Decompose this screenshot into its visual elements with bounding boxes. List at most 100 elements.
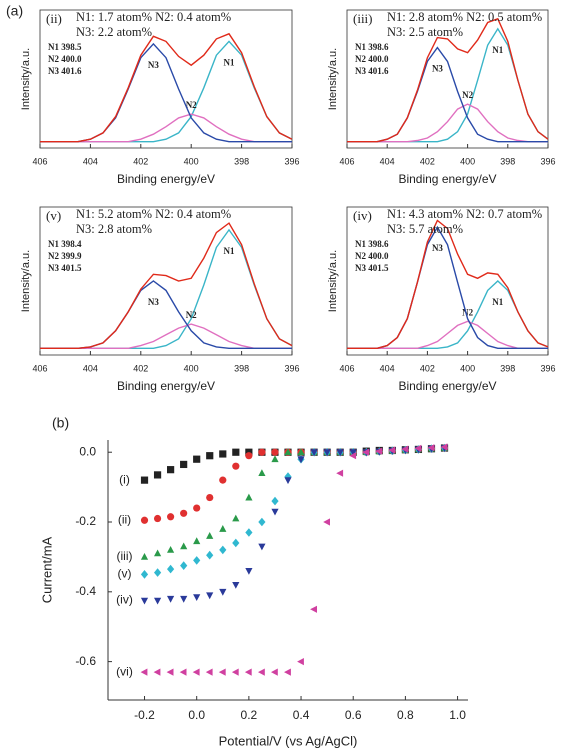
annotation: N3: 5.7 atom% (387, 222, 463, 236)
data-point (167, 513, 175, 521)
x-tick-label: -0.2 (134, 708, 155, 722)
peak-label: N1 (224, 246, 235, 256)
x-tick-label: 398 (234, 156, 249, 166)
data-point (167, 466, 175, 474)
data-point (206, 452, 214, 460)
data-point (193, 455, 201, 463)
annotation: N1: 2.8 atom% N2: 0.5 atom% (387, 10, 542, 24)
data-point (427, 444, 435, 452)
curve (347, 17, 549, 143)
data-point (193, 537, 201, 545)
x-tick-label: 402 (133, 363, 148, 373)
y-tick-label: -0.2 (75, 514, 96, 528)
x-tick-label: 404 (380, 156, 395, 166)
data-point (388, 446, 396, 454)
annotation: N1: 4.3 atom% N2: 0.7 atom% (387, 207, 542, 221)
x-tick-label: 404 (83, 156, 98, 166)
peak-position: N1 398.6 (355, 42, 389, 52)
data-point (362, 448, 370, 456)
data-point (206, 550, 214, 560)
curve (347, 219, 549, 349)
series-label: (iii) (117, 549, 133, 563)
peak-position: N1 398.5 (48, 42, 82, 52)
peak-label: N2 (462, 90, 473, 100)
curve (40, 323, 292, 349)
data-point (323, 449, 331, 457)
data-point (284, 477, 292, 485)
figure-label: (a) (6, 3, 23, 19)
data-point (284, 668, 291, 676)
data-point (206, 592, 214, 600)
data-point (349, 452, 357, 460)
data-point (258, 543, 266, 551)
data-point (245, 493, 253, 501)
y-axis-label: Intensity/a.u. (20, 48, 32, 110)
peak-position: N1 398.6 (355, 239, 389, 249)
data-point (153, 668, 161, 676)
data-point (219, 450, 227, 458)
data-point (284, 472, 292, 481)
peak-label: N1 (492, 297, 503, 307)
data-point (244, 668, 252, 676)
data-point (232, 582, 240, 589)
x-tick-label: 402 (133, 156, 148, 166)
data-point (219, 588, 227, 596)
data-point (245, 452, 253, 460)
annotation: N3: 2.5 atom% (387, 25, 463, 39)
peak-label: N3 (432, 64, 443, 74)
data-point (271, 448, 279, 456)
panel-label: (iii) (353, 11, 373, 26)
curve (347, 280, 549, 349)
data-point (206, 493, 214, 502)
curve (40, 222, 293, 349)
data-point (140, 597, 149, 605)
annotation: N3: 2.2 atom% (76, 25, 152, 39)
peak-label: N3 (148, 297, 159, 307)
data-point (140, 476, 149, 484)
plot-frame (39, 9, 293, 149)
peak-position: N3 401.6 (48, 66, 82, 76)
data-point (180, 460, 188, 469)
x-axis-label: Binding energy/eV (398, 379, 496, 393)
data-point (219, 476, 227, 484)
data-point (180, 542, 188, 550)
x-tick-label: 396 (540, 363, 555, 373)
x-tick-label: 400 (184, 156, 199, 166)
data-point (153, 471, 162, 479)
data-point (140, 553, 149, 560)
data-point (271, 455, 279, 463)
data-point (140, 516, 149, 524)
data-point (219, 545, 227, 555)
data-point (180, 509, 188, 517)
data-point (232, 538, 240, 548)
x-tick-label: 396 (284, 156, 299, 166)
data-point (297, 658, 304, 666)
annotation: N1: 5.2 atom% N2: 0.4 atom% (76, 207, 231, 221)
x-tick-label: 400 (460, 363, 475, 373)
panel-label: (ii) (46, 11, 62, 26)
data-point (179, 668, 187, 676)
data-point (193, 504, 201, 512)
peak-position: N2 400.0 (355, 54, 389, 64)
data-point (414, 444, 422, 452)
peak-label: N1 (492, 45, 503, 55)
data-point (401, 445, 409, 453)
peak-position: N3 401.5 (48, 263, 82, 273)
peak-label: N1 (224, 57, 235, 67)
x-tick-label: 400 (184, 363, 199, 373)
y-tick-label: 0.0 (79, 444, 96, 458)
data-point (167, 595, 175, 603)
data-point (154, 568, 162, 577)
data-point (193, 594, 201, 601)
x-tick-label: 406 (339, 363, 354, 373)
data-point (284, 448, 292, 456)
data-point (232, 462, 240, 470)
data-point (258, 448, 266, 456)
data-point (440, 443, 448, 451)
y-axis-label: Intensity/a.u. (20, 250, 32, 312)
data-point (271, 668, 278, 676)
peak-position: N3 401.6 (355, 66, 389, 76)
peak-label: N2 (186, 100, 197, 110)
data-point (231, 668, 239, 676)
